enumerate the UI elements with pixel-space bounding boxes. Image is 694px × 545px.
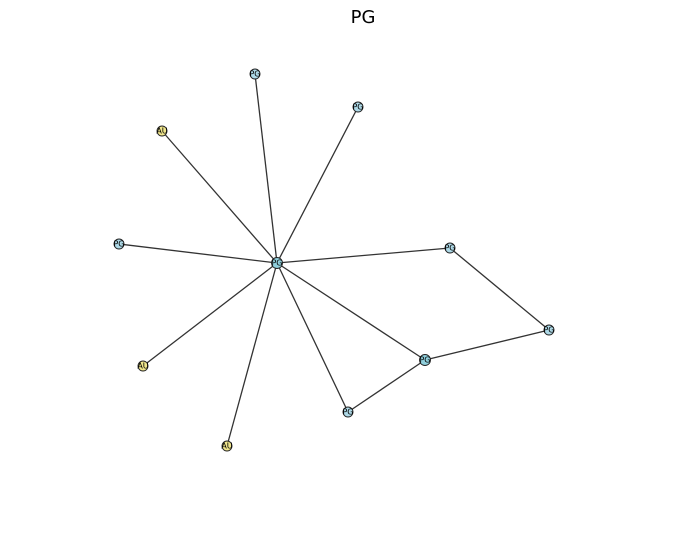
node-circle-n6	[543, 324, 555, 336]
edge-n0-n10	[226, 262, 278, 447]
node-label-n3: AU	[156, 127, 167, 136]
edge-n7-n8	[347, 359, 426, 413]
node-circle-n9	[137, 360, 149, 372]
node-n5: PG	[444, 242, 456, 254]
node-circle-n2	[352, 101, 364, 113]
node-n10: AU	[221, 440, 233, 452]
node-circle-n0	[271, 257, 283, 269]
edge-n0-n3	[161, 130, 278, 264]
node-label-n1: PG	[249, 70, 260, 79]
node-n8: PG	[342, 406, 354, 418]
node-n3: AU	[156, 125, 168, 137]
node-circle-n5	[444, 242, 456, 254]
node-circle-n8	[342, 406, 354, 418]
node-n0: PG	[271, 257, 283, 269]
node-circle-n7	[419, 354, 431, 366]
node-n6: PG	[543, 324, 555, 336]
node-label-n7: PG	[419, 356, 430, 365]
node-n7: PG	[419, 354, 431, 366]
edge-n0-n4	[118, 243, 278, 264]
node-circle-n4	[113, 238, 125, 250]
node-circle-n3	[156, 125, 168, 137]
edge-n5-n6	[449, 247, 550, 331]
node-circle-n10	[221, 440, 233, 452]
node-label-n0: PG	[271, 259, 282, 268]
edge-n0-n9	[142, 262, 278, 367]
node-n9: AU	[137, 360, 149, 372]
edge-n0-n1	[254, 73, 278, 264]
edges-layer	[118, 73, 550, 447]
node-n2: PG	[352, 101, 364, 113]
edge-n0-n7	[276, 262, 426, 361]
edge-n0-n2	[276, 106, 359, 264]
node-n4: PG	[113, 238, 125, 250]
node-label-n5: PG	[444, 244, 455, 253]
graph-title: PG	[350, 7, 376, 28]
edge-n0-n5	[276, 247, 451, 264]
node-label-n10: AU	[221, 442, 232, 451]
edge-n0-n8	[276, 262, 349, 413]
node-label-n9: AU	[137, 362, 148, 371]
node-label-n8: PG	[342, 408, 353, 417]
nodes-layer: PG PG PG AU PG PG PG PG PG AU AU	[113, 68, 555, 452]
node-label-n4: PG	[113, 240, 124, 249]
node-label-n6: PG	[543, 326, 554, 335]
node-circle-n1	[249, 68, 261, 80]
edge-n6-n7	[424, 329, 550, 361]
node-n1: PG	[249, 68, 261, 80]
node-label-n2: PG	[352, 103, 363, 112]
